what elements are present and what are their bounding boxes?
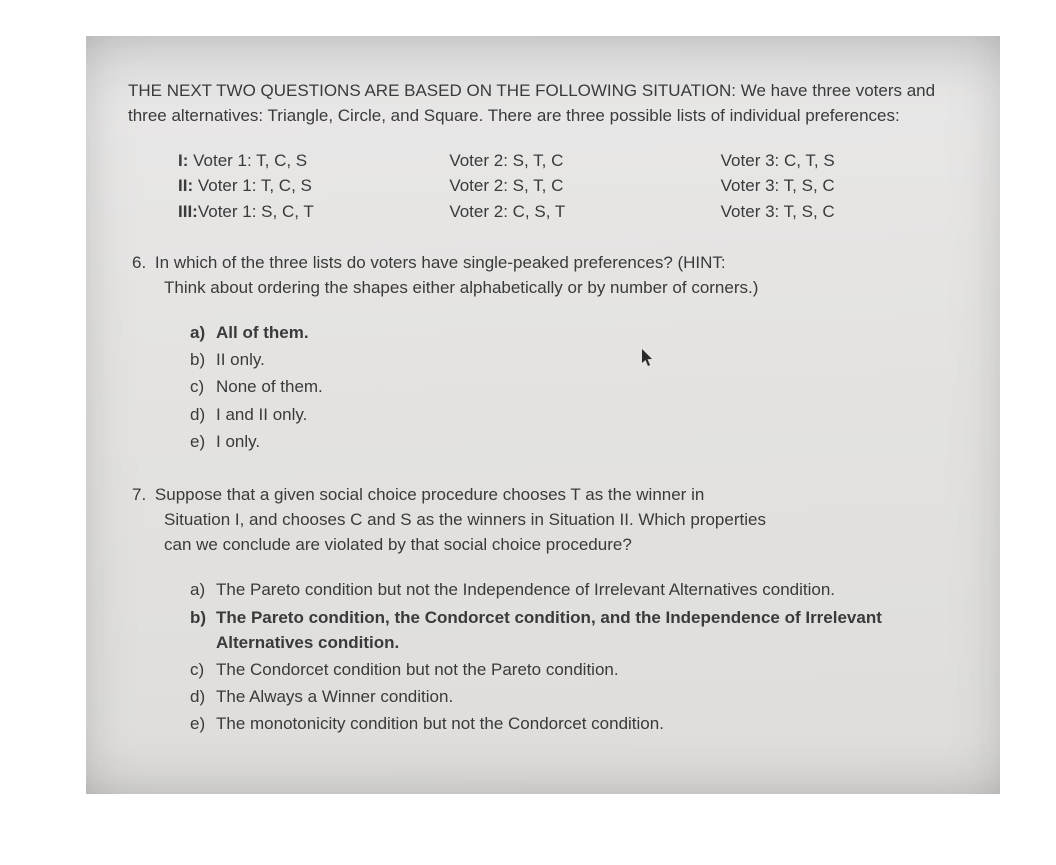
pref-v3-row3: Voter 3: T, S, C (721, 199, 968, 224)
pref-col-voter3: Voter 3: C, T, S Voter 3: T, S, C Voter … (721, 148, 968, 223)
q6-option-e: eI only. (190, 429, 968, 456)
q6-option-letter: a (190, 320, 216, 345)
pref-v2-row2: Voter 2: S, T, C (449, 173, 696, 198)
q7-option-letter: c (190, 657, 216, 682)
pref-v1-row3: Voter 1: S, C, T (198, 202, 314, 221)
q7-option-b: bThe Pareto condition, the Condorcet con… (190, 605, 968, 657)
row-label-iii: III: (178, 199, 198, 224)
pref-col-voter1: I: Voter 1: T, C, S II: Voter 1: T, C, S… (178, 148, 425, 223)
pref-v2-row1: Voter 2: S, T, C (449, 148, 696, 173)
q6-option-text: I only. (216, 429, 968, 454)
q7-option-e: eThe monotonicity condition but not the … (190, 711, 968, 738)
question-7: 7. Suppose that a given social choice pr… (132, 482, 968, 738)
q6-option-text: All of them. (216, 320, 968, 345)
pref-col-voter2: Voter 2: S, T, C Voter 2: S, T, C Voter … (449, 148, 696, 223)
q6-option-letter: b (190, 347, 216, 372)
q6-number: 6. (132, 253, 146, 272)
q7-option-d: dThe Always a Winner condition. (190, 684, 968, 711)
intro-paragraph: THE NEXT TWO QUESTIONS ARE BASED ON THE … (128, 78, 968, 128)
pref-v1-row1: Voter 1: T, C, S (193, 151, 307, 170)
q6-option-letter: e (190, 429, 216, 454)
q6-option-text: None of them. (216, 374, 968, 399)
pref-v2-row3: Voter 2: C, S, T (449, 199, 696, 224)
q6-option-letter: c (190, 374, 216, 399)
row-label-i: I: (178, 148, 188, 173)
q6-options: aAll of them.bII only.cNone of them.dI a… (190, 320, 968, 456)
q7-text-line1: Suppose that a given social choice proce… (151, 485, 704, 504)
q6-text-line2: Think about ordering the shapes either a… (132, 275, 968, 300)
q7-number: 7. (132, 485, 146, 504)
q7-option-c: cThe Condorcet condition but not the Par… (190, 657, 968, 684)
question-6: 6. In which of the three lists do voters… (132, 250, 968, 456)
q7-option-text: The monotonicity condition but not the C… (216, 711, 968, 736)
q6-option-text: II only. (216, 347, 968, 372)
row-label-ii: II: (178, 173, 193, 198)
q7-option-text: The Pareto condition but not the Indepen… (216, 577, 968, 602)
q7-option-text: The Condorcet condition but not the Pare… (216, 657, 968, 682)
q7-options: aThe Pareto condition but not the Indepe… (190, 577, 968, 738)
q6-text-line1: In which of the three lists do voters ha… (151, 253, 726, 272)
q6-option-text: I and II only. (216, 402, 968, 427)
q6-option-a: aAll of them. (190, 320, 968, 347)
q6-option-c: cNone of them. (190, 374, 968, 401)
q7-text-line3: can we conclude are violated by that soc… (132, 532, 968, 557)
q7-option-text: The Always a Winner condition. (216, 684, 968, 709)
q7-option-letter: b (190, 605, 216, 630)
q6-option-b: bII only. (190, 347, 968, 374)
preference-grid: I: Voter 1: T, C, S II: Voter 1: T, C, S… (178, 148, 968, 223)
q7-text-line2: Situation I, and chooses C and S as the … (132, 507, 968, 532)
q6-option-d: dI and II only. (190, 402, 968, 429)
q7-option-letter: a (190, 577, 216, 602)
q7-option-letter: e (190, 711, 216, 736)
q6-option-letter: d (190, 402, 216, 427)
q7-option-letter: d (190, 684, 216, 709)
pref-v3-row1: Voter 3: C, T, S (721, 148, 968, 173)
q7-option-a: aThe Pareto condition but not the Indepe… (190, 577, 968, 604)
q7-option-text: The Pareto condition, the Condorcet cond… (216, 605, 968, 655)
pref-v1-row2: Voter 1: T, C, S (198, 176, 312, 195)
pref-v3-row2: Voter 3: T, S, C (721, 173, 968, 198)
